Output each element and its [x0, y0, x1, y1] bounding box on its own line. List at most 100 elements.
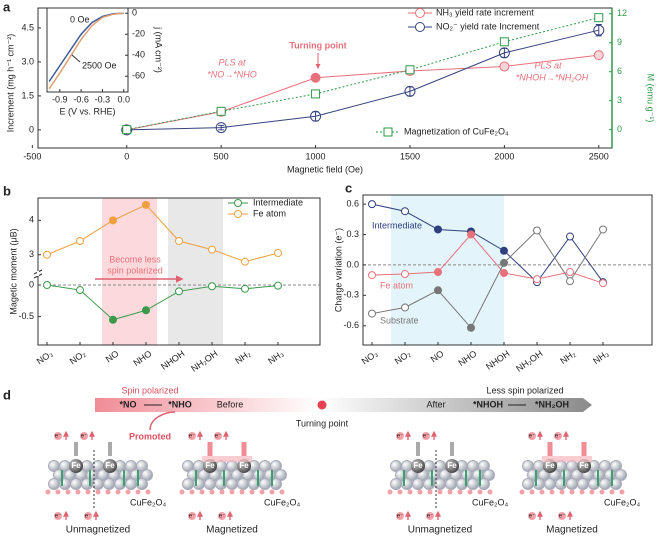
atom [204, 478, 216, 490]
oxygen [189, 489, 195, 495]
annotation: PLS at [534, 60, 562, 70]
electron [54, 512, 62, 520]
panel-label: c [345, 180, 352, 195]
fe-label: Fe [239, 461, 249, 470]
oxygen [249, 489, 255, 495]
y-tick-label: 4 [29, 215, 34, 225]
electron-label: e⁻ [529, 514, 536, 520]
atom [136, 478, 148, 490]
x-tick-label: NH₂ [233, 348, 253, 366]
marker [310, 72, 321, 83]
marker [216, 106, 226, 116]
electron [528, 512, 536, 520]
marker [311, 89, 321, 99]
oxygen [65, 489, 71, 495]
fe-label: Fe [447, 461, 457, 470]
annotation: *NHOH→*NH₂OH [516, 72, 589, 82]
fe-atom [543, 459, 557, 473]
series-line [126, 17, 599, 131]
x-tick-label: NH₃ [266, 348, 286, 366]
electron-label: e⁻ [81, 434, 88, 440]
atom [610, 460, 622, 472]
marker [109, 216, 117, 225]
oxygen [269, 489, 275, 495]
x-tick-label: NO₃ [35, 348, 55, 366]
legend-label: Fe atom [253, 208, 286, 218]
y2-axis-label: M (emu g⁻¹) [646, 74, 656, 123]
electron [218, 512, 226, 520]
marker [401, 207, 409, 216]
electron-label: e⁻ [559, 514, 566, 520]
marker [499, 37, 509, 47]
oxygen [467, 489, 473, 495]
y-tick-label: 0.6 [346, 198, 359, 208]
x-tick-label: NO₃ [360, 348, 380, 366]
atom [478, 478, 490, 490]
oxygen [549, 489, 555, 495]
electron-label: e⁻ [55, 514, 62, 520]
diagram-text: *NO [119, 399, 136, 409]
atom [390, 478, 402, 490]
x-tick-label: NO [104, 348, 121, 364]
x-tick-label: NH₂OH [189, 348, 219, 373]
electron-label: e⁻ [555, 434, 562, 440]
x-tick-label: -0.6 [73, 94, 89, 104]
plot-frame [362, 194, 653, 346]
atom [615, 469, 627, 481]
electron [422, 432, 430, 440]
oxygen [199, 489, 205, 495]
oxygen [519, 489, 525, 495]
y-tick-label: 3.0 [21, 56, 34, 66]
electron [188, 512, 196, 520]
marker [310, 110, 322, 122]
atom [103, 478, 115, 490]
fe-atom [69, 459, 83, 473]
fe-atom [445, 459, 459, 473]
oxygen [229, 489, 235, 495]
electron-label: e⁻ [397, 514, 404, 520]
y-tick-label: 4.5 [21, 22, 34, 32]
electron [54, 432, 62, 440]
marker [215, 122, 227, 134]
marker [434, 225, 442, 234]
oxygen [45, 489, 51, 495]
x-tick-label: -0.9 [52, 94, 68, 104]
y-axis-label: Magetic moment (μB) [8, 228, 18, 314]
electron [558, 512, 566, 520]
electron [396, 512, 404, 520]
substrate-label: CuFe₂O₄ [130, 497, 167, 507]
annotation: Become less [109, 254, 161, 264]
x-tick-label: NO₂ [393, 348, 413, 366]
oxygen [477, 489, 483, 495]
oxygen [55, 489, 61, 495]
oxygen [115, 489, 121, 495]
oxygen [579, 489, 585, 495]
atom [610, 478, 622, 490]
atom [237, 478, 249, 490]
y-tick-label: 0 [29, 124, 34, 134]
diagram-text: Turning point [296, 418, 349, 428]
substrate-label: CuFe₂O₄ [472, 497, 509, 507]
marker [274, 249, 282, 258]
state-label: Unmagnetized [66, 525, 130, 536]
y-tick-label: -0.3 [343, 290, 359, 300]
oxygen [125, 489, 131, 495]
marker [368, 200, 376, 209]
x-tick-label: 1500 [400, 151, 420, 161]
fe-atom [203, 459, 217, 473]
y-tick-label: -40 [132, 50, 145, 60]
diagram-text: Before [217, 399, 244, 409]
oxygen [407, 489, 413, 495]
marker [467, 323, 475, 332]
electron-label: e⁻ [219, 514, 226, 520]
oxygen [239, 489, 245, 495]
series-line [46, 284, 279, 321]
x-axis-label: E (V vs. RHE) [59, 106, 115, 116]
marker [593, 24, 605, 36]
x-tick-label: NH₃ [591, 348, 611, 366]
fe-label: Fe [205, 461, 215, 470]
panel-label: d [3, 387, 11, 402]
oxygen [437, 489, 443, 495]
y2-tick-label: 9 [617, 37, 622, 47]
y-tick-label: 1.5 [21, 90, 34, 100]
